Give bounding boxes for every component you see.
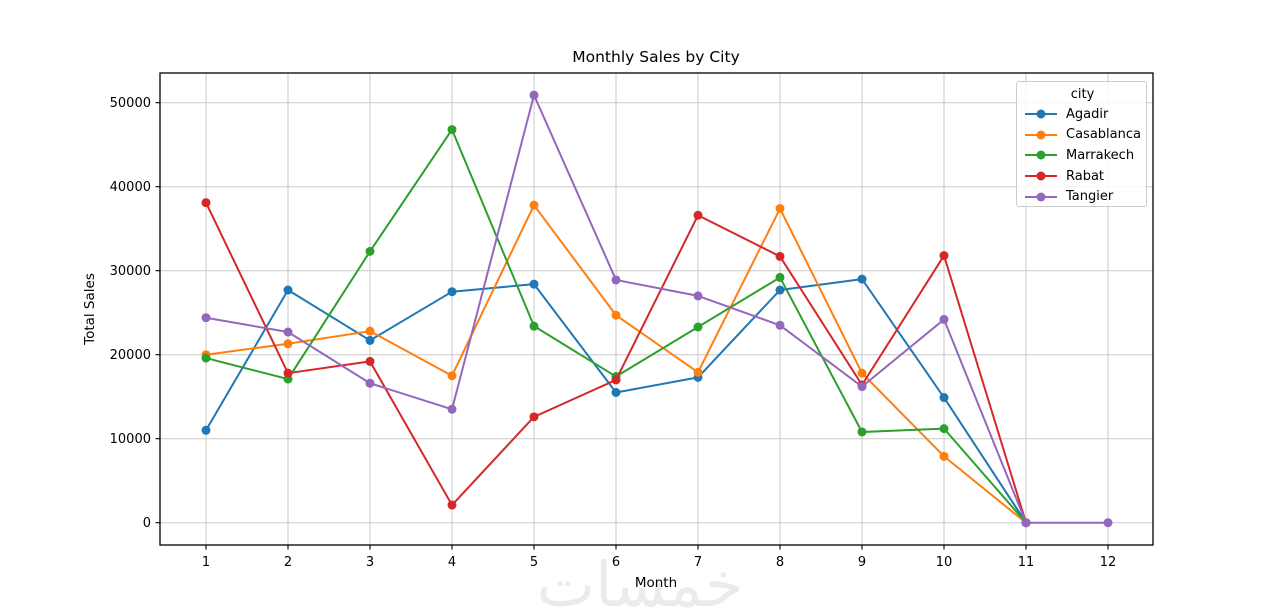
- legend-marker-icon: [1025, 150, 1057, 160]
- legend-marker-icon: [1025, 192, 1057, 202]
- data-point-tangier: [1021, 518, 1031, 528]
- data-point-rabat: [365, 356, 375, 366]
- legend-item-tangier: Tangier: [1023, 186, 1142, 207]
- data-point-marrakech: [775, 272, 785, 282]
- watermark: خمسات: [536, 548, 744, 612]
- data-point-rabat: [201, 198, 211, 208]
- legend-label: Agadir: [1066, 106, 1109, 122]
- data-point-agadir: [611, 388, 621, 397]
- legend-item-casablanca: Casablanca: [1023, 125, 1142, 146]
- data-point-casablanca: [447, 371, 457, 381]
- data-point-agadir: [201, 425, 211, 435]
- legend-label: Marrakech: [1066, 147, 1135, 163]
- data-point-casablanca: [775, 204, 785, 214]
- data-point-tangier: [447, 404, 457, 414]
- legend-items: Agadir Casablanca Marrakech Rabat Tangier: [1023, 104, 1142, 207]
- x-tick-label: 5: [530, 555, 538, 570]
- data-point-agadir: [857, 274, 867, 284]
- legend-label: Casablanca: [1066, 127, 1141, 143]
- data-point-tangier: [611, 275, 621, 285]
- series-line-tangier: [205, 94, 1108, 524]
- legend-label: Tangier: [1066, 189, 1114, 205]
- y-tick-label: 30000: [110, 264, 151, 279]
- y-tick-label: 10000: [110, 432, 151, 447]
- chart-title: Monthly Sales by City: [572, 48, 740, 66]
- legend-label: Rabat: [1066, 168, 1105, 184]
- data-point-tangier: [529, 90, 539, 100]
- data-point-casablanca: [857, 368, 867, 378]
- data-point-tangier: [775, 320, 785, 330]
- data-point-casablanca: [611, 310, 621, 320]
- axes-spines: [159, 72, 1154, 546]
- data-point-casablanca: [529, 200, 539, 210]
- x-tick-label: 11: [1018, 555, 1035, 570]
- data-point-tangier: [693, 291, 703, 301]
- data-point-agadir: [939, 393, 949, 403]
- x-tick-label: 9: [858, 555, 866, 570]
- legend-item-rabat: Rabat: [1023, 166, 1142, 187]
- data-point-marrakech: [365, 246, 375, 256]
- data-point-rabat: [611, 375, 621, 385]
- data-point-rabat: [775, 251, 785, 261]
- x-tick-label: 6: [612, 555, 620, 570]
- data-point-casablanca: [693, 367, 703, 377]
- legend: city Agadir Casablanca Marrakech Rabat Tangi…: [1016, 81, 1147, 207]
- legend-marker-icon: [1025, 171, 1057, 181]
- y-axis-label: Total Sales: [82, 273, 98, 345]
- y-tick-label: 20000: [110, 348, 151, 363]
- y-tick-label: 0: [143, 516, 151, 531]
- x-tick-label: 4: [448, 555, 456, 570]
- data-point-marrakech: [693, 322, 703, 332]
- data-point-tangier: [283, 327, 293, 337]
- x-tick-label: 10: [936, 555, 953, 570]
- data-point-tangier: [201, 313, 211, 323]
- data-point-agadir: [775, 285, 785, 295]
- data-point-rabat: [529, 412, 539, 422]
- legend-marker-icon: [1025, 109, 1057, 119]
- x-tick-label: 1: [202, 555, 210, 570]
- data-point-agadir: [365, 335, 375, 345]
- legend-title: city: [1070, 87, 1095, 102]
- data-point-tangier: [857, 382, 867, 392]
- data-point-tangier: [1103, 518, 1113, 528]
- x-tick-label: 12: [1100, 555, 1117, 570]
- x-tick-label: 7: [694, 555, 702, 570]
- data-point-casablanca: [939, 451, 949, 461]
- y-tick-label: 50000: [110, 96, 151, 111]
- data-point-marrakech: [939, 424, 949, 434]
- x-tick-label: 3: [366, 555, 374, 570]
- y-tick-label: 40000: [110, 180, 151, 195]
- data-point-casablanca: [365, 326, 375, 336]
- data-point-agadir: [447, 287, 457, 297]
- legend-item-marrakech: Marrakech: [1023, 145, 1142, 166]
- legend-marker-icon: [1025, 130, 1057, 140]
- data-point-marrakech: [201, 353, 211, 363]
- x-axis-label: Month: [634, 575, 678, 591]
- data-point-rabat: [693, 210, 703, 220]
- data-point-marrakech: [529, 321, 539, 331]
- data-point-agadir: [529, 279, 539, 289]
- data-point-marrakech: [857, 427, 867, 437]
- data-point-rabat: [283, 368, 293, 378]
- data-point-tangier: [365, 378, 375, 388]
- x-tick-label: 8: [776, 555, 784, 570]
- data-point-rabat: [939, 251, 949, 261]
- data-point-agadir: [283, 285, 293, 295]
- data-point-casablanca: [283, 339, 293, 349]
- data-point-marrakech: [447, 125, 457, 135]
- x-tick-label: 2: [284, 555, 292, 570]
- data-point-rabat: [447, 500, 457, 510]
- legend-item-agadir: Agadir: [1023, 104, 1142, 125]
- data-point-tangier: [939, 314, 949, 324]
